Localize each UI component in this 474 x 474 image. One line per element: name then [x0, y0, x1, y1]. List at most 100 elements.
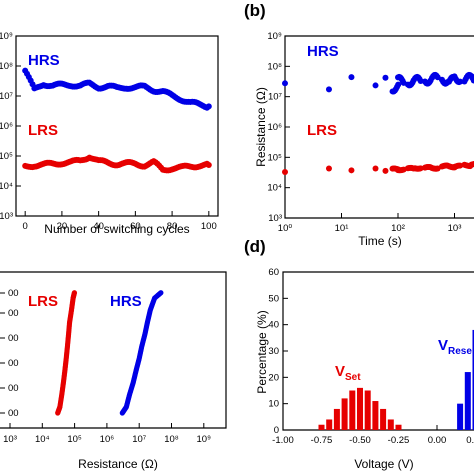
bar-v-set [387, 419, 394, 430]
bar-v-set [326, 419, 333, 430]
x-tick-label: 10⁹ [196, 434, 211, 445]
y-tick-label: 10⁷ [268, 92, 283, 103]
x-tick-label: 40 [93, 221, 104, 232]
bar-v-reset [457, 403, 464, 430]
y-tick-label: 10⁴ [0, 181, 13, 192]
y-tick-label: 10⁸ [267, 61, 282, 72]
vreset-label-sub: Rese [448, 346, 472, 357]
x-tick-label: 20 [57, 221, 68, 232]
data-point-hrs [158, 290, 164, 296]
x-tick-label: 10¹ [335, 223, 349, 234]
data-point-hrs [348, 74, 355, 81]
y-tick-label: 10⁵ [267, 152, 282, 163]
bar-v-set [318, 424, 325, 430]
x-axis-label: Resistance (Ω) [78, 457, 158, 471]
bar-v-set [349, 390, 356, 430]
y-tick-label: 00 [8, 358, 19, 369]
panel-label-b: (b) [244, 1, 266, 20]
y-tick-label: 30 [268, 346, 279, 357]
y-tick-label: 10⁶ [268, 122, 283, 133]
data-point-lrs [348, 167, 355, 174]
vreset-label: VRese [438, 337, 472, 357]
data-point-lrs [325, 165, 332, 172]
y-tick-label: 10³ [268, 213, 282, 224]
y-tick-label: 10⁷ [0, 91, 14, 102]
x-axis-label: Voltage (V) [354, 457, 413, 471]
y-tick-label: 60 [268, 267, 279, 278]
y-tick-label: 10⁹ [267, 31, 282, 42]
x-tick-label: 10³ [448, 223, 462, 234]
x-axis-label: Time (s) [358, 234, 402, 248]
data-point-hrs [382, 74, 389, 81]
y-axis-label: Resistance (Ω) [254, 87, 268, 167]
x-tick-label: 0.25 [466, 435, 474, 446]
data-point-lrs [205, 162, 212, 169]
x-tick-label: 10⁵ [67, 434, 82, 445]
bar-v-set [372, 401, 379, 430]
y-tick-label: 50 [268, 293, 279, 304]
x-tick-label: 0 [23, 221, 28, 232]
y-tick-label: 10⁵ [0, 151, 13, 162]
y-tick-label: 10⁴ [267, 183, 282, 194]
x-tick-label: 0.00 [428, 435, 447, 446]
y-tick-label: 00 [8, 408, 19, 419]
y-tick-label: 10 [268, 399, 279, 410]
y-tick-label: 00 [8, 333, 19, 344]
data-point-hrs [457, 78, 464, 85]
data-point-lrs [71, 290, 78, 296]
lrs-label: LRS [28, 293, 58, 310]
vset-label-sub: Set [345, 372, 361, 383]
panel-a: 10³ 10⁴ 10⁵ 10⁶ 10⁷ 10⁸ 10⁹ 0 20 40 60 80 100 HRS LRS N… [0, 31, 219, 236]
bar-v-set [380, 408, 387, 430]
data-point-hrs [372, 82, 379, 89]
y-tick-label: 10³ [0, 211, 13, 222]
bar-v-set [333, 408, 340, 430]
data-point-lrs [382, 167, 389, 174]
bar-v-reset [472, 329, 474, 430]
bar-v-set [395, 424, 402, 430]
panel-label-d: (d) [244, 237, 266, 256]
lrs-label: LRS [307, 122, 337, 139]
data-point-hrs [325, 86, 332, 93]
data-point-hrs [205, 103, 212, 110]
data-point-hrs [282, 80, 288, 87]
data-point-lrs [282, 169, 288, 176]
hrs-label: HRS [110, 293, 142, 310]
y-tick-label: 0 [274, 425, 279, 436]
y-tick-label: 00 [8, 288, 19, 299]
hrs-label: HRS [307, 43, 339, 60]
data-point-lrs [372, 165, 379, 172]
panel-d: 0 10 20 30 40 50 60 -1.00 -0.75 -0.50 -0.25 0.00 0.2… [244, 237, 474, 471]
vset-label: VSet [335, 363, 361, 383]
bar-v-set [356, 387, 364, 430]
x-tick-label: 80 [167, 221, 178, 232]
vreset-label-base: V [438, 337, 448, 354]
y-tick-label: 00 [8, 308, 19, 319]
x-tick-label: 10⁶ [100, 434, 115, 445]
x-tick-label: 10⁰ [278, 223, 293, 234]
bar-v-set [341, 398, 348, 430]
y-tick-label: 10⁹ [0, 31, 13, 42]
y-tick-label: 10⁸ [0, 61, 13, 72]
x-axis-label: Number of switching cycles [44, 222, 189, 236]
y-tick-label: 20 [268, 372, 279, 383]
y-tick-label: 40 [268, 320, 279, 331]
hrs-label: HRS [28, 52, 60, 69]
panel-b: 10³ 10⁴ 10⁵ 10⁶ 10⁷ 10⁸ 10⁹ 10⁰ 10¹ 10² 10³ HRS LRS (… [244, 1, 474, 248]
y-tick-label: 10⁶ [0, 121, 13, 132]
x-tick-label: -0.25 [388, 435, 410, 446]
x-tick-label: 10⁸ [164, 434, 179, 445]
x-tick-label: 100 [201, 221, 217, 232]
y-tick-label: 00 [8, 383, 19, 394]
x-tick-label: -0.50 [349, 435, 371, 446]
vset-label-base: V [335, 363, 345, 380]
data-point-hrs [470, 77, 474, 84]
panel-c: 00 00 00 00 00 00 10³ 10⁴ 10⁵ 10⁶ 10⁷ 10⁸ 10⁹ LRS HRS R… [0, 271, 227, 471]
bar-v-set [364, 390, 371, 430]
bar-v-reset [464, 372, 471, 430]
data-point-lrs [470, 160, 474, 167]
x-tick-label: 10⁷ [132, 434, 147, 445]
x-tick-label: 10⁴ [35, 434, 50, 445]
data-point-hrs [395, 81, 402, 88]
